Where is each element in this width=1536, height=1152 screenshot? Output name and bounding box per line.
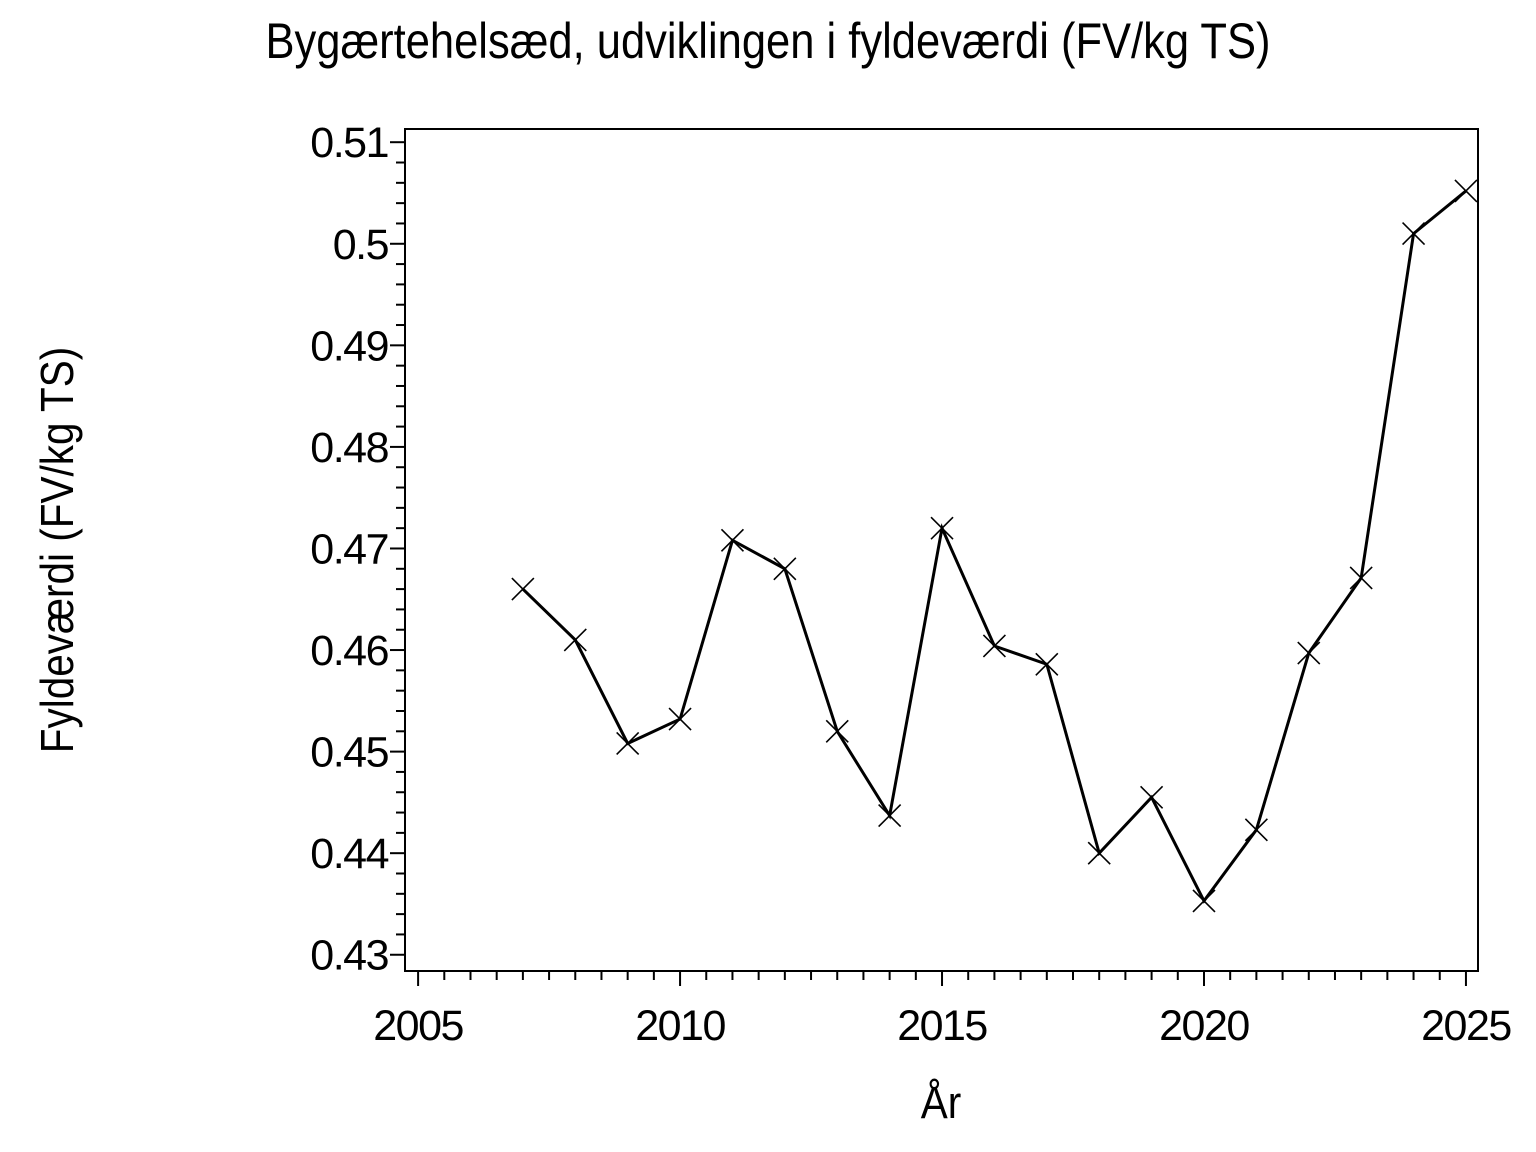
data-point-marker (1192, 889, 1216, 913)
y-tick-label: 0.47 (310, 525, 388, 573)
data-point-marker (1297, 641, 1321, 665)
data-point-marker (563, 628, 587, 652)
data-point-marker (825, 719, 849, 743)
chart-title: Bygærtehelsæd, udviklingen i fyldeværdi … (265, 13, 1271, 69)
data-point-marker (1035, 652, 1059, 676)
data-point-marker (878, 804, 902, 828)
data-point-marker (511, 577, 535, 601)
data-point-marker (616, 731, 640, 756)
y-tick-label: 0.5 (333, 221, 389, 269)
y-tick-label: 0.46 (310, 627, 388, 675)
data-point-marker (1140, 785, 1164, 809)
data-line (521, 189, 1467, 904)
x-tick-label: 2025 (1421, 1002, 1511, 1050)
data-point-marker (930, 516, 954, 540)
y-tick-label: 0.49 (310, 322, 388, 370)
data-point-marker (720, 528, 745, 552)
y-tick-label: 0.44 (310, 830, 388, 878)
y-tick-label: 0.45 (310, 729, 388, 777)
y-tick-label: 0.51 (310, 119, 388, 167)
data-point-marker (668, 707, 692, 731)
x-tick-label: 2010 (635, 1002, 725, 1050)
x-axis-label: År (920, 1077, 962, 1128)
data-point-marker (1349, 566, 1373, 590)
data-point-marker (1087, 841, 1111, 865)
data-point-marker (1244, 818, 1268, 842)
data-point-marker (1401, 222, 1426, 246)
x-tick-label: 2015 (897, 1002, 987, 1050)
plot-frame (404, 128, 1479, 972)
y-tick-label: 0.48 (310, 424, 388, 472)
data-point-marker (1454, 179, 1478, 203)
x-tick-label: 2005 (373, 1002, 463, 1050)
y-tick-label: 0.43 (310, 932, 388, 980)
x-tick-label: 2020 (1159, 1002, 1249, 1050)
data-point-marker (982, 634, 1006, 658)
data-point-marker (773, 557, 797, 581)
